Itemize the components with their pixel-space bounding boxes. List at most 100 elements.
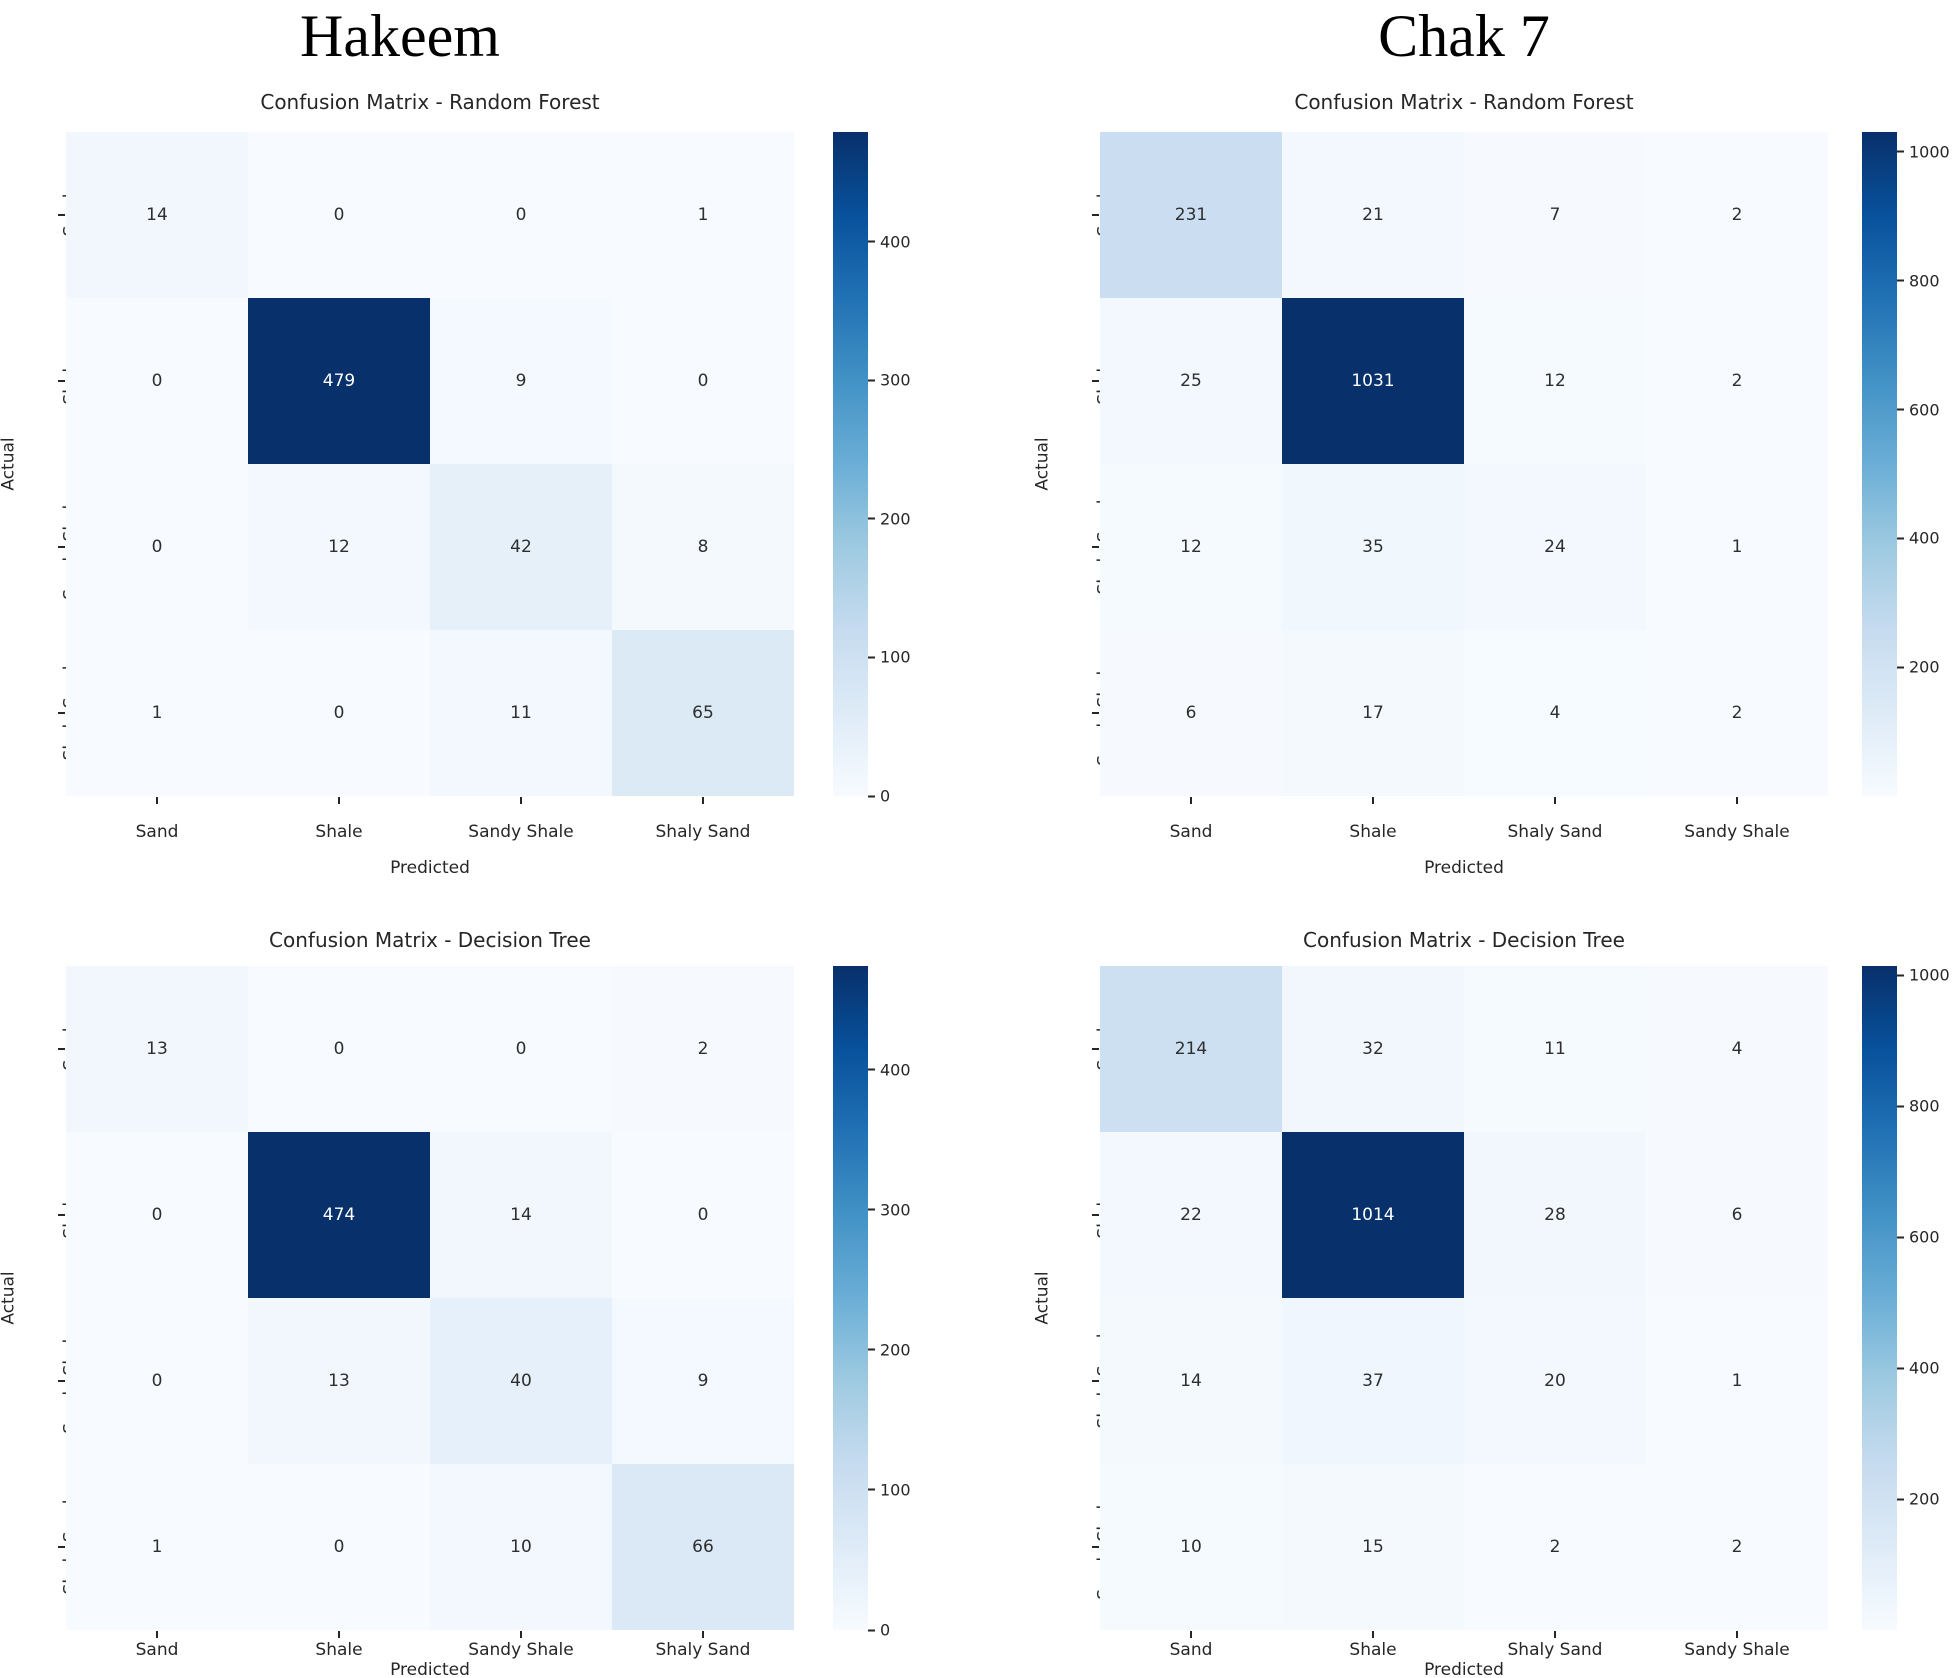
- y-tick-mark: [58, 712, 65, 714]
- heatmap-cell: 479: [248, 298, 430, 464]
- heatmap-cell: 2: [1646, 298, 1828, 464]
- heatmap-cell: 65: [612, 630, 794, 796]
- y-tick-mark: [1092, 380, 1099, 382]
- y-axis-label: Actual: [0, 1271, 20, 1325]
- colorbar-tick-mark: [868, 379, 875, 382]
- colorbar-tick: 300: [868, 371, 911, 390]
- heatmap-cell: 0: [66, 1132, 248, 1298]
- heatmap-cell: 214: [1100, 966, 1282, 1132]
- column-header-chak7: Chak 7: [1378, 3, 1550, 69]
- heatmap-cell: 13: [248, 1298, 430, 1464]
- colorbar-tick-label: 400: [1909, 1358, 1940, 1378]
- x-tick-label: Shale: [315, 1640, 363, 1660]
- heatmap-cell: 24: [1464, 464, 1646, 630]
- colorbar-tick-label: 400: [880, 232, 911, 252]
- colorbar-tick: 200: [868, 1340, 911, 1359]
- confusion-matrix-heatmap: 14 0 0 1 0 479 9 0 0 12 42 8 1 0 11 65: [66, 132, 794, 796]
- colorbar-tick-mark: [868, 795, 875, 797]
- colorbar-tick-mark: [868, 656, 875, 659]
- y-tick-mark: [58, 1214, 65, 1216]
- heatmap-cell: 12: [1464, 298, 1646, 464]
- colorbar-tick: 600: [1897, 1228, 1940, 1247]
- heatmap-cell: 21: [1282, 132, 1464, 298]
- colorbar-tick-label: 0: [880, 786, 891, 806]
- y-tick-mark: [58, 1546, 65, 1548]
- figure-title: Confusion Matrix - Random Forest: [260, 90, 600, 114]
- y-tick-mark: [1092, 1546, 1099, 1548]
- heatmap-cell: 0: [66, 1298, 248, 1464]
- x-tick-labels: Sand Shale Shaly Sand Sandy Shale: [1100, 822, 1828, 842]
- x-axis-label: Predicted: [1424, 858, 1504, 878]
- x-tick-label: Sand: [1169, 1640, 1213, 1660]
- heatmap-cell: 0: [66, 464, 248, 630]
- heatmap-cell: 0: [248, 630, 430, 796]
- colorbar-tick-mark: [1897, 1367, 1904, 1370]
- heatmap-cell: 13: [66, 966, 248, 1132]
- heatmap-cell: 0: [66, 298, 248, 464]
- colorbar: [1862, 966, 1897, 1630]
- heatmap-cell: 66: [612, 1464, 794, 1630]
- figure-title: Confusion Matrix - Decision Tree: [269, 928, 591, 952]
- figure-hakeem-random-forest: Confusion Matrix - Random Forest Actual …: [0, 0, 980, 878]
- colorbar-tick-mark: [1897, 1498, 1904, 1501]
- x-axis-label: Predicted: [390, 1660, 470, 1678]
- heatmap-cell: 231: [1100, 132, 1282, 298]
- heatmap-cell: 9: [430, 298, 612, 464]
- colorbar-tick: 100: [868, 1480, 911, 1499]
- x-tick-mark: [1736, 1631, 1738, 1638]
- y-tick-mark: [58, 380, 65, 382]
- colorbar-tick-label: 200: [880, 1340, 911, 1360]
- y-tick-mark: [58, 1048, 65, 1050]
- figure-title: Confusion Matrix - Decision Tree: [1303, 928, 1625, 952]
- colorbar-tick-mark: [868, 1488, 875, 1491]
- x-tick-mark: [1736, 797, 1738, 804]
- heatmap-cell: 0: [612, 1132, 794, 1298]
- heatmap-cell: 1031: [1282, 298, 1464, 464]
- x-tick-mark: [1554, 797, 1556, 804]
- column-header-hakeem: Hakeem: [300, 3, 500, 69]
- colorbar-tick-label: 100: [880, 1480, 911, 1500]
- heatmap-cell: 0: [248, 132, 430, 298]
- x-axis-label: Predicted: [390, 858, 470, 878]
- colorbar: [833, 132, 868, 796]
- colorbar-tick-label: 300: [880, 370, 911, 390]
- colorbar-tick: 800: [1897, 271, 1940, 290]
- colorbar-tick-label: 0: [880, 1620, 891, 1640]
- colorbar-tick: 200: [868, 509, 911, 528]
- x-tick-label: Shale: [1349, 1640, 1397, 1660]
- colorbar-tick: 400: [868, 232, 911, 251]
- heatmap-cell: 14: [66, 132, 248, 298]
- heatmap-cell: 474: [248, 1132, 430, 1298]
- heatmap-cell: 22: [1100, 1132, 1282, 1298]
- x-tick-labels: Sand Shale Shaly Sand Sandy Shale: [1100, 1640, 1828, 1660]
- colorbar-tick-label: 800: [1909, 271, 1940, 291]
- heatmap-cell: 2: [1464, 1464, 1646, 1630]
- heatmap-cell: 1: [1646, 1298, 1828, 1464]
- colorbar-ticks: 200 400 600 800 1000: [1897, 966, 1960, 1630]
- colorbar-tick: 400: [868, 1060, 911, 1079]
- colorbar-tick-label: 600: [1909, 400, 1940, 420]
- figure-hakeem-decision-tree: Confusion Matrix - Decision Tree Actual …: [0, 834, 980, 1678]
- heatmap-cell: 6: [1100, 630, 1282, 796]
- colorbar-tick-label: 1000: [1909, 965, 1950, 985]
- colorbar-tick: 400: [1897, 1359, 1940, 1378]
- colorbar-tick-label: 600: [1909, 1227, 1940, 1247]
- x-tick-label: Sand: [1169, 822, 1213, 842]
- heatmap-cell: 7: [1464, 132, 1646, 298]
- heatmap-cell: 4: [1464, 630, 1646, 796]
- heatmap-cell: 35: [1282, 464, 1464, 630]
- heatmap-cell: 1: [66, 630, 248, 796]
- colorbar-tick-label: 200: [1909, 657, 1940, 677]
- x-tick-mark: [338, 1631, 340, 1638]
- x-tick-mark: [702, 1631, 704, 1638]
- x-tick-label: Sandy Shale: [468, 1640, 574, 1660]
- heatmap-cell: 1: [1646, 464, 1828, 630]
- colorbar-tick-label: 1000: [1909, 142, 1950, 162]
- x-tick-mark: [520, 797, 522, 804]
- figure-title: Confusion Matrix - Random Forest: [1294, 90, 1634, 114]
- y-axis-label: Actual: [1033, 437, 1054, 491]
- colorbar-tick-mark: [1897, 666, 1904, 669]
- x-tick-mark: [702, 797, 704, 804]
- colorbar: [833, 966, 868, 1630]
